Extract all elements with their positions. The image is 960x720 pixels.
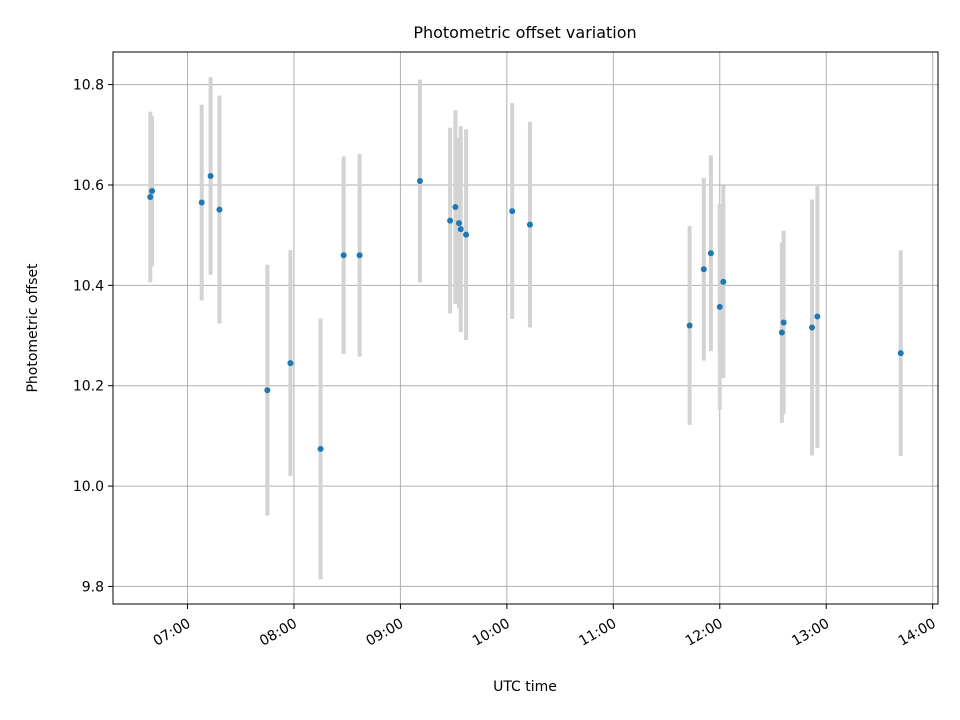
- data-point: [340, 252, 347, 259]
- x-tick-label: 14:00: [896, 616, 939, 650]
- y-axis: 9.8 10.0 10.2 10.4 10.6 10.8: [73, 78, 113, 595]
- data-point: [897, 350, 904, 357]
- y-tick-label: 10.4: [73, 278, 104, 294]
- data-point: [814, 313, 821, 320]
- data-point: [720, 278, 727, 285]
- data-point: [778, 329, 785, 336]
- data-point: [780, 319, 787, 326]
- data-marks: [147, 77, 904, 580]
- chart-title: Photometric offset variation: [413, 23, 636, 42]
- x-axis: 07:00 08:00 09:00 10:00 11:00 12:00 13:00 14:00: [151, 604, 939, 650]
- data-point: [455, 220, 462, 227]
- data-point: [356, 252, 363, 259]
- data-point: [416, 177, 423, 184]
- data-point: [287, 360, 294, 367]
- x-tick-label: 11:00: [576, 616, 619, 650]
- data-point: [716, 303, 723, 310]
- y-tick-label: 10.8: [73, 78, 104, 94]
- data-point: [686, 322, 693, 329]
- data-point: [452, 204, 459, 211]
- y-tick-label: 9.8: [82, 579, 104, 595]
- x-tick-label: 13:00: [789, 616, 832, 650]
- data-point: [264, 387, 271, 394]
- plot-background: [113, 52, 938, 604]
- data-point: [700, 266, 707, 273]
- data-point: [198, 199, 205, 206]
- x-tick-label: 12:00: [683, 616, 726, 650]
- plot-frame: [112, 51, 939, 605]
- x-tick-label: 10:00: [470, 616, 513, 650]
- data-point: [147, 194, 154, 201]
- data-point: [509, 208, 516, 215]
- x-tick-label: 09:00: [363, 616, 406, 650]
- y-tick-label: 10.0: [73, 479, 104, 495]
- y-axis-label: Photometric offset: [25, 263, 41, 393]
- data-point: [317, 445, 324, 452]
- y-tick-label: 10.2: [73, 379, 104, 395]
- data-point: [216, 206, 223, 213]
- data-point: [457, 226, 464, 233]
- grid-lines: [113, 52, 938, 604]
- x-axis-label: UTC time: [493, 679, 557, 695]
- data-point: [207, 172, 214, 179]
- x-tick-label: 08:00: [257, 616, 300, 650]
- data-point: [447, 217, 454, 224]
- y-tick-label: 10.6: [73, 178, 104, 194]
- x-tick-label: 07:00: [151, 616, 194, 650]
- data-point: [526, 221, 533, 228]
- data-point: [149, 188, 156, 195]
- data-point: [463, 231, 470, 238]
- data-point: [707, 250, 714, 257]
- data-point: [809, 324, 816, 331]
